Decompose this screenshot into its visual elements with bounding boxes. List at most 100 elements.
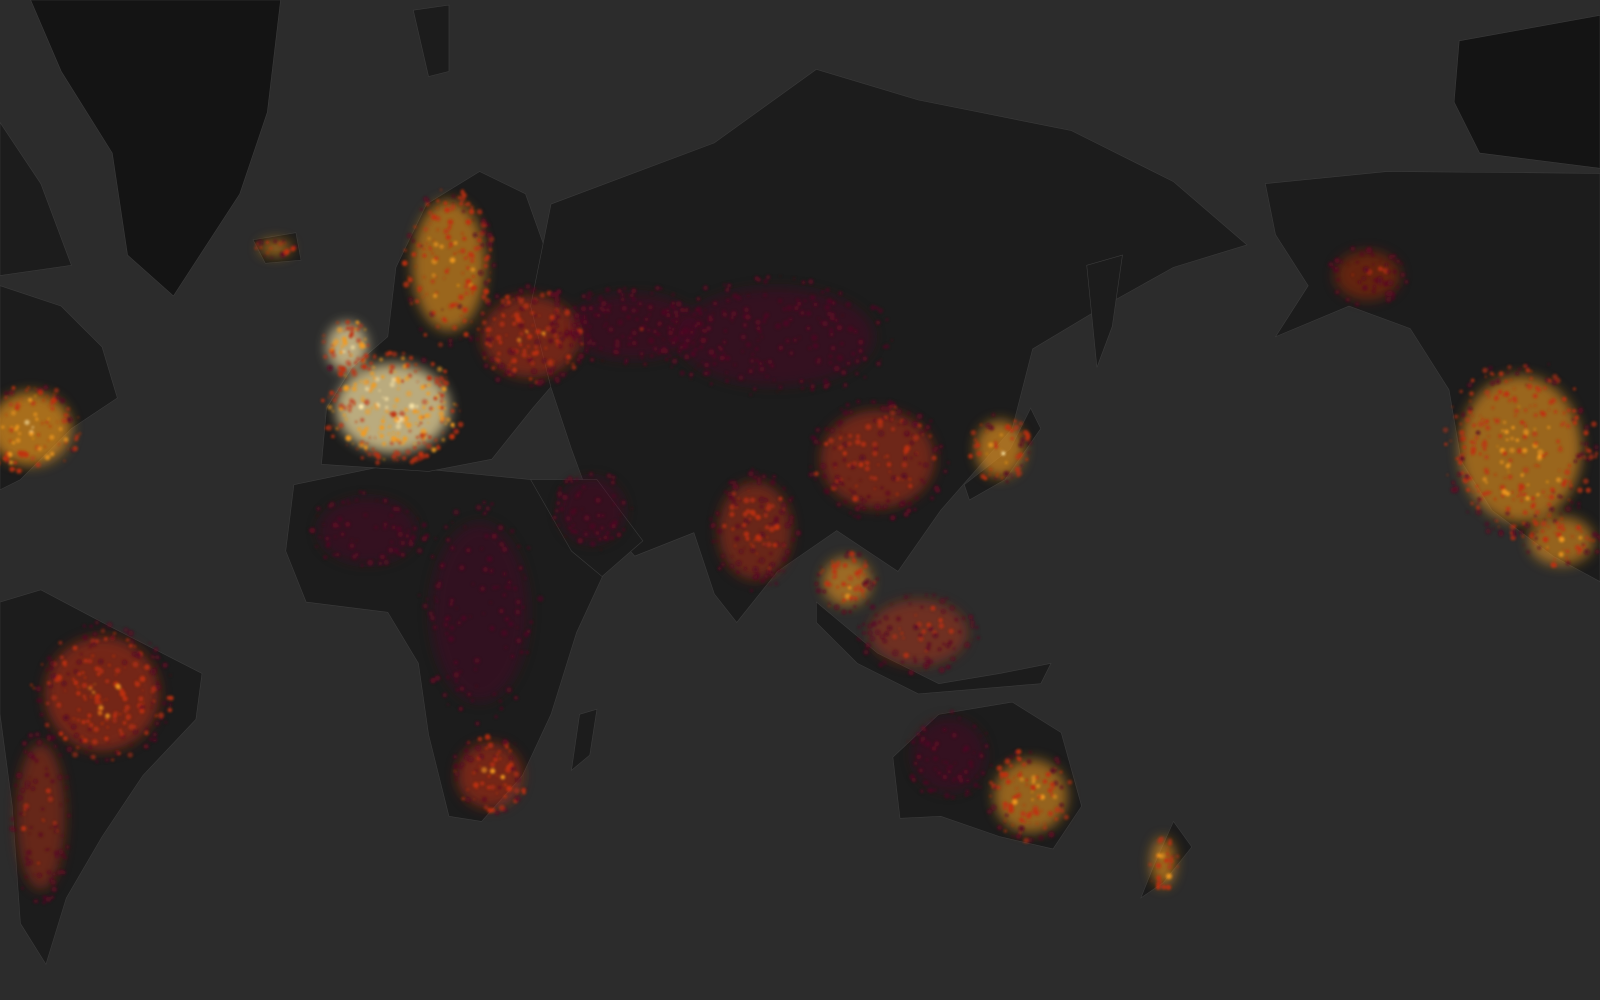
heat-point: [494, 810, 500, 815]
heat-point: [729, 315, 735, 321]
heat-point: [1031, 779, 1036, 784]
heat-point: [827, 382, 831, 386]
heat-point: [9, 466, 15, 472]
heat-point: [801, 280, 806, 285]
heat-point: [458, 409, 461, 412]
heat-point: [138, 696, 144, 702]
heat-point: [946, 767, 949, 771]
heat-point: [36, 739, 43, 746]
heat-point: [1530, 531, 1534, 535]
heat-point: [722, 352, 726, 356]
heat-point: [865, 642, 870, 648]
heat-point: [124, 704, 130, 711]
heat-point: [1584, 446, 1587, 449]
heat-point: [541, 331, 546, 336]
heat-point: [257, 239, 264, 246]
heat-point: [323, 555, 327, 560]
heat-point: [119, 688, 124, 693]
heat-point: [763, 316, 767, 320]
heat-point: [431, 310, 436, 315]
heat-point: [762, 542, 766, 546]
heat-point: [478, 754, 484, 760]
heat-point: [442, 317, 446, 322]
heat-point: [394, 397, 400, 403]
heat-point: [479, 751, 482, 754]
heat-point: [498, 363, 505, 370]
heat-point: [582, 314, 587, 320]
heat-point: [765, 505, 772, 512]
heat-point: [1016, 473, 1020, 478]
heat-point: [750, 548, 755, 553]
heat-point: [445, 632, 449, 636]
heat-point: [459, 686, 465, 692]
heat-point: [570, 480, 574, 484]
heat-point: [432, 625, 438, 630]
heat-point: [504, 294, 510, 300]
heat-point: [1519, 530, 1524, 535]
heat-point: [554, 297, 559, 302]
heat-point: [409, 403, 415, 409]
heat-point: [862, 631, 866, 635]
heat-point: [486, 785, 491, 790]
heat-point: [858, 339, 864, 345]
heat-point: [1553, 558, 1556, 561]
heat-point: [580, 305, 587, 312]
heat-point: [1537, 545, 1542, 550]
heat-point: [461, 209, 466, 214]
heat-point: [613, 349, 618, 354]
heat-point: [1001, 451, 1006, 456]
heat-point: [777, 568, 781, 572]
heat-point: [1345, 297, 1350, 302]
heat-point: [904, 430, 910, 437]
heat-point: [1541, 490, 1546, 494]
heat-point: [1012, 780, 1014, 783]
heat-point: [43, 385, 49, 390]
heat-point: [427, 210, 433, 216]
heat-point: [87, 727, 92, 732]
heat-point: [941, 609, 946, 614]
heat-point: [553, 309, 559, 314]
heat-point: [483, 263, 488, 269]
heat-point: [623, 361, 628, 365]
heat-point: [751, 468, 755, 472]
heat-point: [331, 410, 335, 413]
heat-point: [508, 756, 513, 761]
heat-point: [422, 441, 426, 445]
heat-point: [439, 564, 445, 569]
canadian-arctic-left: [0, 121, 72, 276]
heat-point: [81, 682, 88, 689]
heat-point: [767, 359, 773, 365]
heat-point: [491, 366, 496, 370]
heat-point: [769, 583, 772, 586]
heat-point: [914, 614, 917, 617]
heat-point: [1498, 434, 1503, 438]
heat-point: [673, 309, 679, 315]
heat-point: [102, 624, 106, 628]
heat-point: [924, 656, 929, 661]
heat-point: [1476, 502, 1479, 505]
heat-point: [367, 559, 374, 566]
heat-point: [43, 445, 46, 448]
heat-point: [926, 641, 932, 647]
heat-point: [8, 460, 13, 465]
heat-point: [465, 547, 471, 553]
heat-point: [497, 337, 501, 340]
heat-point: [661, 310, 667, 315]
heat-point: [478, 765, 481, 768]
heat-point: [517, 297, 521, 300]
heat-point: [1016, 748, 1022, 755]
heat-point: [449, 602, 454, 607]
heat-point: [327, 365, 333, 371]
heat-point: [73, 680, 79, 686]
heat-point: [511, 654, 515, 658]
heat-point: [799, 379, 804, 384]
heat-point: [63, 459, 66, 462]
heat-point: [369, 361, 373, 366]
heat-point: [865, 585, 867, 588]
heat-point: [526, 546, 531, 550]
heat-point: [44, 454, 51, 461]
heat-point: [863, 573, 866, 577]
heat-point: [1520, 485, 1526, 491]
heat-point: [472, 583, 475, 585]
